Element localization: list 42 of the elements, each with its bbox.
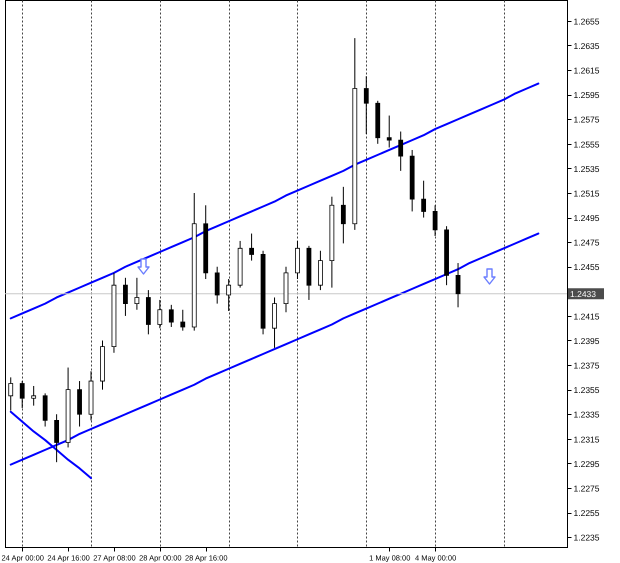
candlestick [157, 299, 162, 329]
y-tick-label: 1.2595 [574, 90, 600, 100]
y-tick-label: 1.2295 [574, 458, 600, 469]
y-tick-label: 1.2255 [574, 508, 600, 518]
candlestick [214, 266, 220, 304]
candlestick [31, 385, 36, 406]
candlestick [8, 376, 14, 412]
candlestick [54, 414, 60, 463]
candlestick [456, 262, 460, 308]
y-tick-label: 1.2515 [574, 188, 600, 198]
y-tick-label: 1.2355 [574, 385, 600, 396]
candlestick [168, 304, 174, 328]
y-tick-label: 1.2575 [574, 114, 600, 125]
y-tick-label: 1.2535 [574, 164, 600, 174]
y-tick-label: 1.2235 [574, 532, 600, 543]
ref-line-label: 1.2433 [570, 288, 596, 299]
candlestick [249, 233, 254, 262]
y-tick-label: 1.2615 [574, 66, 600, 76]
y-tick-label: 1.2315 [574, 434, 600, 444]
candlestick [398, 131, 404, 172]
candlestick [134, 277, 140, 310]
y-tick-label: 1.2415 [574, 311, 600, 322]
y-tick-label: 1.2275 [574, 484, 600, 494]
candlestick [432, 204, 438, 237]
candlestick [226, 278, 232, 312]
y-tick-label: 1.2655 [574, 16, 600, 26]
candlestick [421, 180, 426, 218]
y-tick-label: 1.2555 [574, 139, 600, 150]
y-tick-label: 1.2635 [574, 40, 600, 51]
y-tick-label: 1.2375 [574, 360, 600, 371]
y-tick-label: 1.2495 [574, 213, 600, 224]
y-tick-label: 1.2455 [574, 262, 600, 272]
y-tick-label: 1.2475 [574, 238, 600, 248]
candlestick [20, 380, 25, 409]
candlestick [180, 309, 186, 332]
y-tick-label: 1.2395 [574, 336, 600, 346]
candlestick [386, 115, 392, 148]
line-series [10, 82, 540, 320]
candlestick [123, 277, 128, 316]
candlestick [364, 76, 369, 134]
y-tick-label: 1.2335 [574, 410, 600, 420]
candlestick [340, 186, 346, 244]
